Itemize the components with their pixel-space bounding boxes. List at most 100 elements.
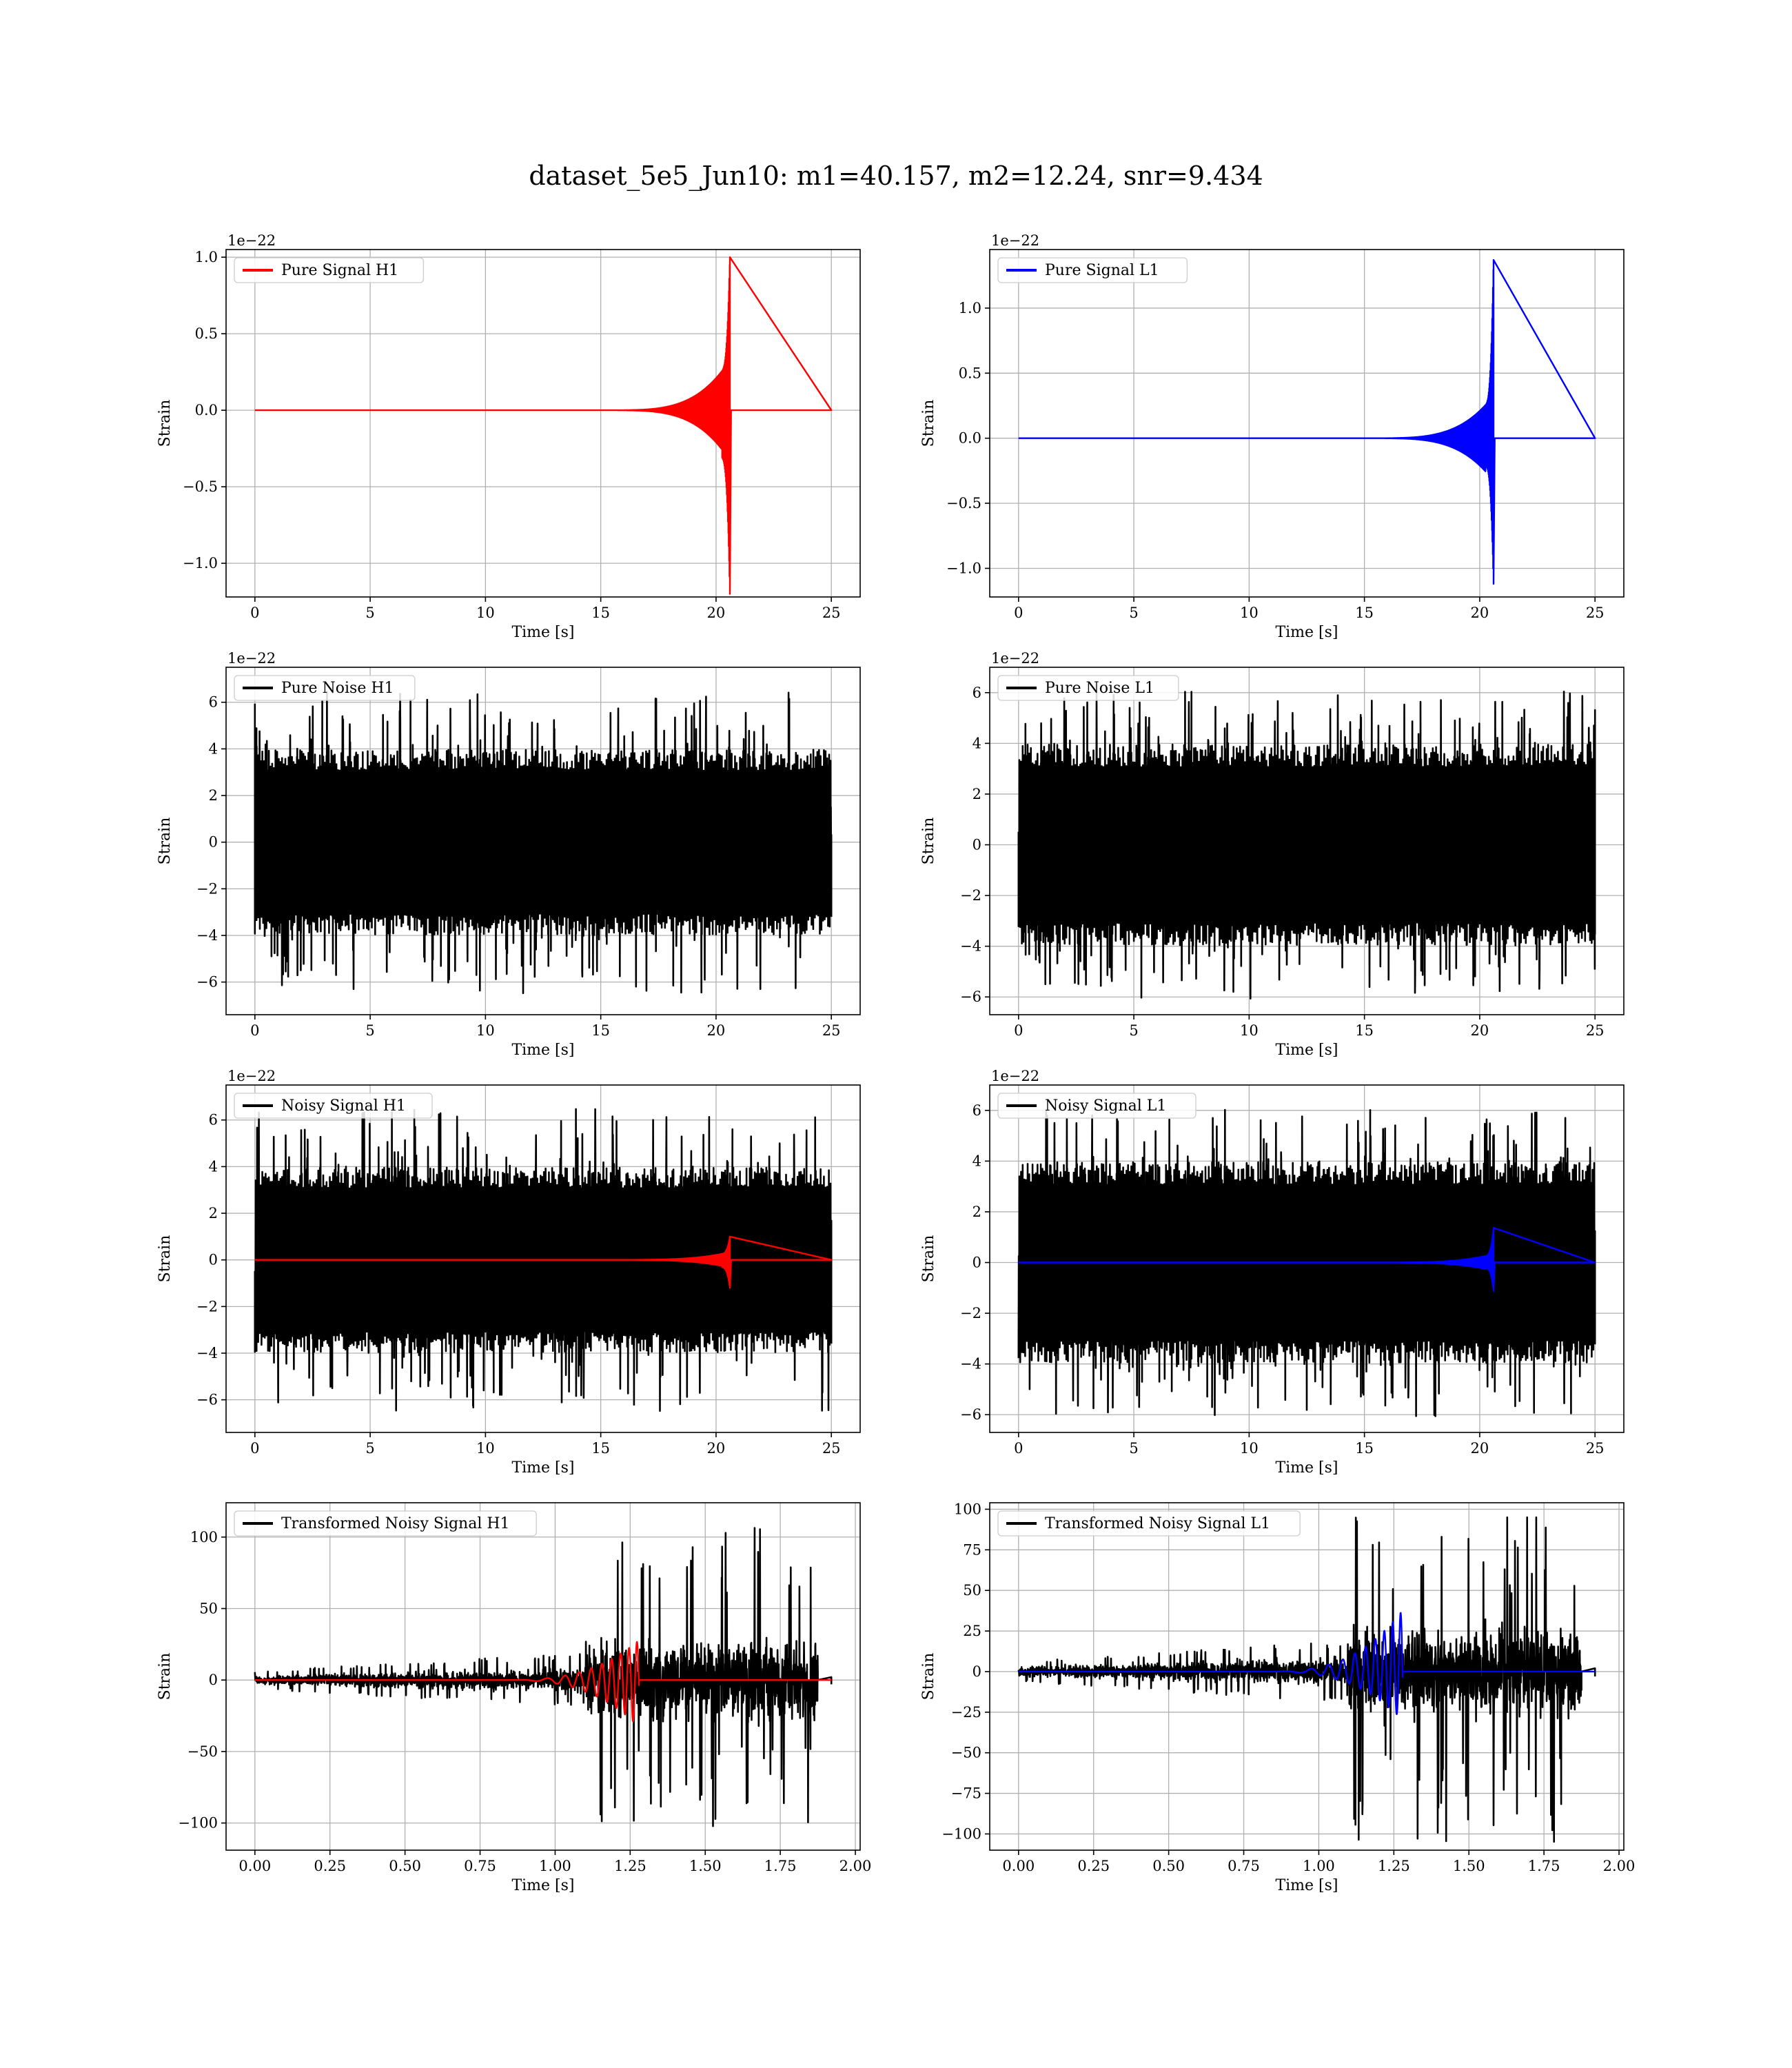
- axes-frame: [225, 1502, 861, 1851]
- y-tick-label: −75: [951, 1785, 981, 1802]
- y-tick-label: −6: [196, 974, 218, 991]
- x-tick-label: 20: [1471, 605, 1489, 621]
- y-tick-label: 0.0: [959, 430, 981, 447]
- x-tick-label: 0.25: [314, 1858, 346, 1874]
- y-tick-label: 0.5: [959, 365, 981, 381]
- x-tick-label: 0: [250, 1440, 259, 1457]
- y-tick-label: 0: [209, 1672, 218, 1688]
- y-axis-label: Strain: [156, 1653, 174, 1701]
- legend-box: [997, 1093, 1197, 1119]
- legend-label: Transformed Noisy Signal H1: [281, 1515, 510, 1532]
- x-tick-label: 5: [365, 605, 374, 621]
- x-tick-label: 10: [476, 1022, 495, 1039]
- x-tick-label: 20: [1471, 1022, 1489, 1039]
- y-tick-label: −50: [187, 1743, 218, 1760]
- series-line-pure-signal-l1: [1017, 258, 1596, 585]
- axes-frame: [989, 249, 1625, 598]
- y-tick-label: 2: [973, 1204, 981, 1220]
- x-tick-label: 15: [1355, 605, 1374, 621]
- y-tick-label: 0: [209, 834, 218, 851]
- y-tick-label: −100: [941, 1825, 981, 1842]
- x-tick-label: 1.75: [764, 1858, 797, 1874]
- y-axis-label: Strain: [156, 1235, 174, 1283]
- x-tick-label: 10: [1240, 1440, 1259, 1457]
- legend-box: [234, 257, 425, 283]
- subplot-noisy-signal-l1: 0 5 10 15 20 25 −6 −4 −2 0 2 4 6 Time [s] Strain 1e−22 N…: [920, 1068, 1625, 1477]
- y-axis-label: Strain: [920, 1235, 937, 1283]
- x-tick-label: 25: [1586, 605, 1605, 621]
- x-tick-label: 5: [1129, 1022, 1138, 1039]
- series-line-pure-noise-l1: [1017, 691, 1596, 1000]
- subplot-pure-signal-l1: 0 5 10 15 20 25 −1.0 −0.5 0.0 0.5 1.0 Time [s] Strai…: [920, 232, 1625, 641]
- y-offset-label: 1e−22: [227, 650, 276, 667]
- y-offset-label: 1e−22: [991, 1068, 1039, 1084]
- x-tick-label: 1.25: [1378, 1858, 1410, 1874]
- x-tick-label: 5: [365, 1022, 374, 1039]
- y-tick-label: 2: [973, 786, 981, 802]
- series-line-transformed-noisy-signal-h1: [254, 1527, 833, 1827]
- x-tick-label: 0: [250, 1022, 259, 1039]
- y-offset-label: 1e−22: [991, 232, 1039, 249]
- y-tick-label: 6: [209, 694, 218, 711]
- legend-box: [234, 1510, 537, 1537]
- y-tick-label: 4: [209, 1158, 218, 1175]
- legend: Pure Signal L1: [997, 257, 1188, 283]
- legend-label: Transformed Noisy Signal L1: [1045, 1515, 1270, 1532]
- series-line-overlay: [254, 1235, 833, 1289]
- legend-box: [997, 675, 1179, 701]
- series-line-overlay: [1018, 1612, 1596, 1715]
- y-tick-label: 25: [963, 1623, 981, 1639]
- x-tick-label: 5: [365, 1440, 374, 1457]
- plot-area: [254, 1527, 833, 1827]
- x-axis-label: Time [s]: [511, 624, 574, 641]
- axes-frame: [989, 1084, 1625, 1433]
- x-tick-label: 10: [476, 1440, 495, 1457]
- legend-box: [997, 1510, 1301, 1537]
- x-tick-label: 20: [1471, 1440, 1489, 1457]
- y-tick-label: −100: [178, 1815, 218, 1832]
- plot-area: [254, 691, 833, 994]
- axes-frame: [225, 249, 861, 598]
- x-axis-label: Time [s]: [1275, 1042, 1338, 1059]
- x-tick-label: 0.75: [464, 1858, 496, 1874]
- x-tick-label: 25: [1586, 1440, 1605, 1457]
- x-tick-label: 0: [1014, 1022, 1023, 1039]
- legend-label: Pure Signal L1: [1045, 262, 1159, 279]
- x-tick-label: 1.00: [539, 1858, 571, 1874]
- y-tick-label: −2: [960, 1305, 981, 1321]
- axes-frame: [225, 667, 861, 1015]
- plot-area: [1017, 1108, 1596, 1417]
- y-tick-label: −0.5: [946, 495, 981, 511]
- y-tick-label: −4: [960, 938, 981, 955]
- series-line-overlay: [254, 1641, 832, 1723]
- y-axis-label: Strain: [920, 1653, 937, 1701]
- x-tick-label: 0: [1014, 1440, 1023, 1457]
- x-axis-label: Time [s]: [511, 1459, 574, 1477]
- subplot-pure-signal-h1: 0 5 10 15 20 25 −1.0 −0.5 0.0 0.5 1.0 Time [s] Strai…: [156, 232, 861, 641]
- y-tick-label: 0.0: [195, 402, 218, 418]
- x-tick-label: 10: [476, 605, 495, 621]
- x-tick-label: 0.00: [238, 1858, 271, 1874]
- x-tick-label: 20: [707, 1440, 726, 1457]
- legend: Noisy Signal L1: [997, 1093, 1197, 1119]
- y-offset-label: 1e−22: [227, 1068, 276, 1084]
- y-tick-label: −1.0: [183, 555, 218, 571]
- series-line-noisy-signal-h1: [254, 1108, 833, 1412]
- plot-area: [1017, 1516, 1596, 1843]
- y-tick-label: −25: [951, 1704, 981, 1721]
- y-axis-label: Strain: [156, 818, 174, 865]
- y-tick-label: 6: [973, 1102, 981, 1119]
- x-tick-label: 25: [822, 1022, 841, 1039]
- y-tick-label: −6: [960, 989, 981, 1005]
- x-tick-label: 1.50: [689, 1858, 722, 1874]
- series-line-overlay: [1017, 1226, 1596, 1292]
- legend-label: Pure Signal H1: [281, 262, 398, 279]
- subplot-transformed-noisy-signal-h1: 0.00 0.25 0.50 0.75 1.00 1.25 1.50 1.75 2.00 −100…: [156, 1502, 871, 1894]
- x-tick-label: 0.50: [389, 1858, 421, 1874]
- x-tick-label: 15: [591, 1440, 610, 1457]
- legend: Transformed Noisy Signal L1: [997, 1510, 1301, 1537]
- y-tick-label: 50: [199, 1600, 218, 1616]
- x-tick-label: 10: [1240, 1022, 1259, 1039]
- y-offset-label: 1e−22: [991, 650, 1039, 667]
